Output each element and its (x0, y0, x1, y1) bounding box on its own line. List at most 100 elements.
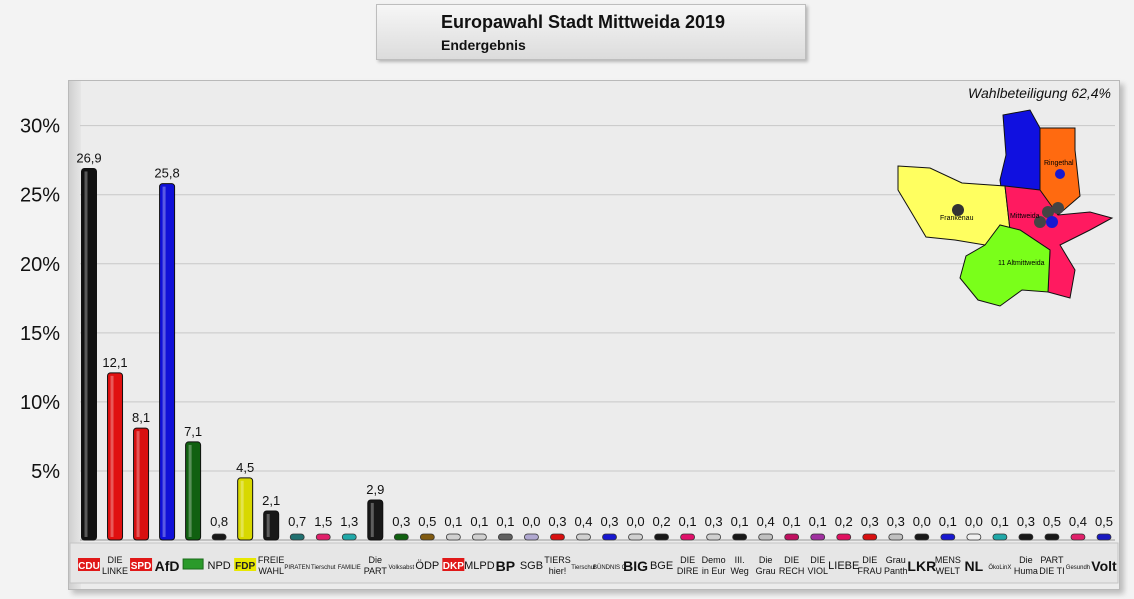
bar (914, 533, 930, 541)
bar (758, 533, 774, 541)
map-region-green (959, 224, 1051, 307)
bar (706, 533, 722, 541)
title-box: Europawahl Stadt Mittweida 2019 Endergeb… (376, 4, 806, 60)
svg-text:LINKE: LINKE (102, 566, 128, 576)
data-label: 0,1 (679, 514, 697, 529)
bar-highlight (240, 480, 244, 537)
data-label: 0,5 (418, 514, 436, 529)
data-label: 0,1 (496, 514, 514, 529)
data-label: 8,1 (132, 410, 150, 425)
bar (628, 533, 643, 541)
data-label: 0,0 (965, 514, 983, 529)
bar (419, 533, 435, 541)
x-tick-label: Gesundh (1066, 565, 1090, 571)
data-label: 1,5 (314, 514, 332, 529)
svg-text:ÖDP: ÖDP (415, 560, 439, 572)
svg-text:Die: Die (1019, 555, 1033, 565)
map-region-yellow (897, 165, 1011, 246)
data-label: 0,3 (861, 514, 879, 529)
svg-text:WAHL: WAHL (258, 566, 284, 576)
bar (159, 183, 176, 541)
bar (1096, 533, 1112, 541)
bar-6: 4,5 (236, 460, 254, 541)
bar (524, 533, 539, 541)
bar (784, 533, 800, 541)
svg-text:Demo: Demo (702, 555, 726, 565)
bar-17: 0,0 (522, 514, 540, 541)
bar-19: 0,4 (574, 514, 593, 541)
svg-text:Grau: Grau (756, 566, 776, 576)
svg-text:FRAU: FRAU (858, 566, 883, 576)
svg-text:DKP: DKP (443, 561, 464, 572)
bar-8: 0,7 (288, 514, 306, 541)
bar-31: 0,3 (887, 514, 905, 541)
bar (810, 533, 826, 541)
bar-23: 0,1 (679, 514, 697, 541)
svg-text:Tierschut: Tierschut (571, 565, 596, 571)
svg-text:BP: BP (496, 558, 515, 574)
svg-text:DIE TI: DIE TI (1039, 566, 1064, 576)
bar-highlight (266, 513, 270, 537)
svg-text:FAMILIE: FAMILIE (338, 565, 361, 571)
map-label: 11 Altmittweida (998, 260, 1045, 267)
svg-text:CDU: CDU (78, 561, 100, 572)
data-label: 0,3 (887, 514, 905, 529)
bar (471, 533, 487, 541)
bar (1044, 533, 1060, 541)
data-label: 25,8 (154, 166, 179, 181)
x-tick-label: BÜNDNIS C (593, 564, 627, 571)
bar-30: 0,3 (861, 514, 879, 541)
bar (81, 167, 97, 541)
x-tick-label: AfD (155, 558, 180, 574)
x-tick-label: ÖDP (415, 560, 439, 572)
x-tick-label: ÖkoLinX (988, 564, 1011, 571)
bar-35: 0,1 (991, 514, 1009, 541)
svg-text:Tierschut: Tierschut (311, 565, 336, 571)
data-label: 1,3 (340, 514, 358, 529)
data-label: 0,1 (470, 514, 488, 529)
x-tick-label: BIG (623, 558, 648, 574)
bar (940, 533, 956, 541)
data-label: 0,0 (626, 514, 644, 529)
data-label: 0,5 (1095, 514, 1113, 529)
x-tick-label: Tierschut (311, 565, 336, 571)
bar-24: 0,3 (705, 514, 723, 541)
bar-10: 1,3 (340, 514, 358, 541)
x-tick-label: CDU (78, 558, 100, 572)
bar-28: 0,1 (809, 514, 827, 541)
svg-text:DIE: DIE (862, 555, 877, 565)
y-tick-label: 5% (31, 461, 60, 483)
svg-text:PART: PART (364, 566, 388, 576)
chart-title: Europawahl Stadt Mittweida 2019 (441, 12, 726, 32)
y-tick-label: 15% (20, 323, 60, 345)
svg-text:TIERS: TIERS (544, 555, 571, 565)
bar-5: 0,8 (210, 514, 228, 541)
svg-text:Gesundh: Gesundh (1066, 565, 1090, 571)
svg-text:BÜNDNIS C: BÜNDNIS C (593, 564, 627, 571)
bar (654, 533, 669, 541)
svg-text:ÖkoLinX: ÖkoLinX (988, 564, 1011, 571)
x-tick-label: BGE (650, 560, 673, 572)
bar (393, 533, 409, 541)
bar-highlight (136, 431, 140, 537)
data-label: 0,3 (392, 514, 410, 529)
bar-37: 0,5 (1043, 514, 1061, 541)
data-label: 7,1 (184, 424, 202, 439)
svg-text:Huma: Huma (1014, 566, 1038, 576)
data-label: 0,0 (913, 514, 931, 529)
svg-text:LKR: LKR (907, 558, 936, 574)
data-label: 0,3 (1017, 514, 1035, 529)
bar-29: 0,2 (835, 514, 853, 541)
bar-12: 0,3 (392, 514, 410, 541)
svg-text:SGB: SGB (520, 560, 543, 572)
bar (289, 533, 305, 541)
y-tick-label: 20% (20, 254, 60, 276)
